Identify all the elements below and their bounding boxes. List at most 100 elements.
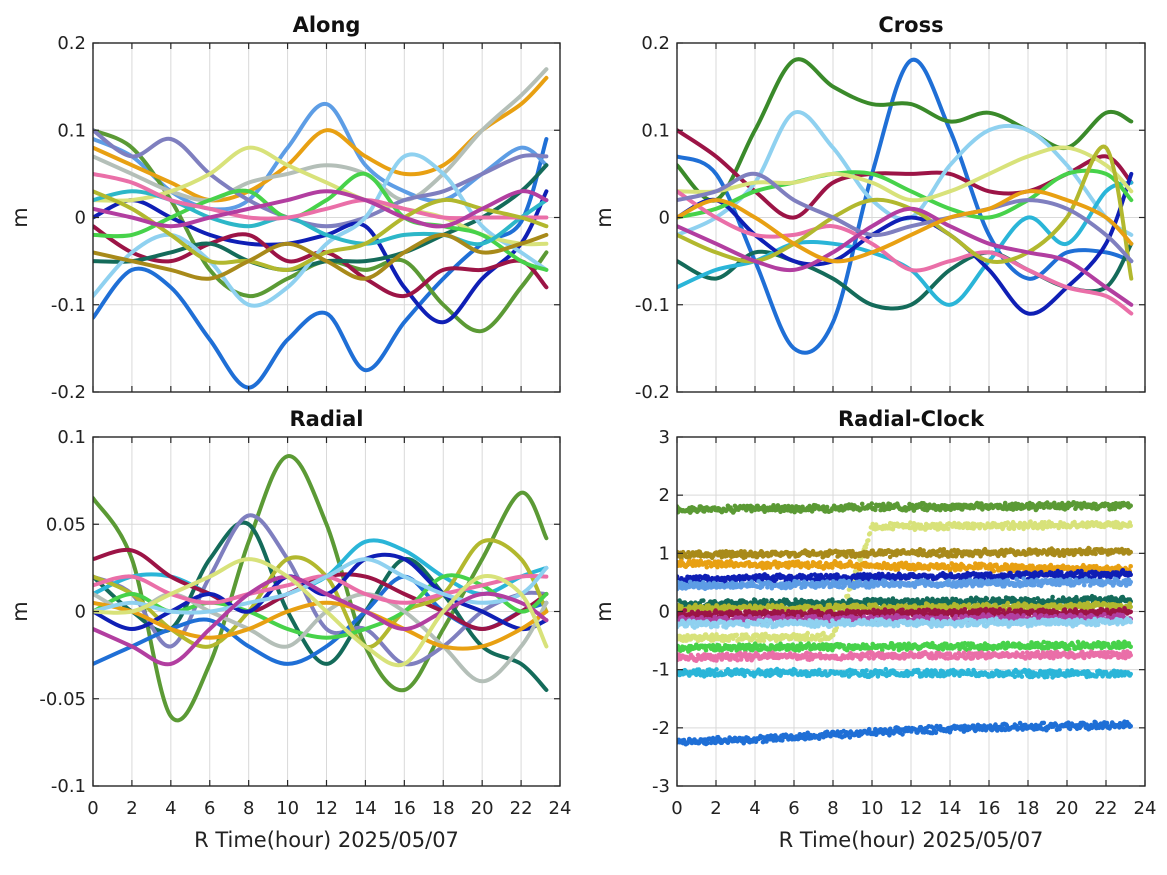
series-point: [773, 638, 779, 644]
series-line: [677, 145, 1134, 203]
series-point: [869, 501, 875, 506]
series-point: [1050, 594, 1055, 600]
y-tick-label: 0.2: [57, 33, 86, 54]
x-tick-label: 16: [393, 798, 416, 819]
series-point: [887, 554, 893, 560]
y-tick-label: -0.1: [51, 295, 86, 316]
x-tick-label: 24: [549, 798, 572, 819]
series-group: [93, 454, 549, 723]
x-tick-label: 2: [126, 798, 137, 819]
series-point: [880, 571, 885, 577]
series-point: [1093, 551, 1098, 557]
series-point: [991, 568, 997, 574]
y-tick-label: -0.2: [635, 382, 670, 403]
series-point: [802, 637, 808, 643]
series-point: [1005, 520, 1011, 525]
series-point: [895, 567, 901, 572]
series-point: [1011, 526, 1017, 532]
series-line: [93, 454, 549, 723]
y-tick-label: 0.05: [46, 514, 86, 535]
series-point: [1128, 523, 1133, 528]
x-tick-label: 18: [432, 798, 455, 819]
series-point: [795, 559, 801, 564]
x-axis-label: R Time(hour) 2025/05/07: [194, 828, 459, 852]
y-tick-label: 0: [659, 208, 670, 229]
series-point: [864, 542, 869, 547]
y-tick-label: 0: [75, 208, 86, 229]
series-point: [682, 608, 688, 613]
series-line: [93, 128, 549, 229]
y-tick-label: 0.1: [641, 120, 670, 141]
y-tick-label: 0.1: [57, 427, 86, 448]
series-point: [805, 630, 810, 636]
series-point: [761, 638, 767, 644]
series-point: [821, 630, 826, 636]
series-point: [948, 566, 954, 572]
series-point: [866, 538, 871, 543]
x-tick-label: 14: [354, 798, 377, 819]
series-line: [677, 189, 1134, 316]
series-line: [677, 168, 1134, 220]
series-point: [1093, 501, 1098, 507]
series-group: [677, 500, 1133, 747]
y-tick-label: 0.1: [57, 120, 86, 141]
series-line: [677, 171, 1134, 264]
series-point: [1128, 609, 1133, 615]
x-tick-label: 22: [510, 798, 533, 819]
series-point: [1128, 579, 1133, 585]
series-line: [93, 232, 549, 281]
series-point: [1081, 582, 1087, 588]
series-point: [734, 632, 739, 638]
x-tick-label: 4: [165, 798, 176, 819]
y-axis-label: m: [592, 207, 616, 227]
series-line: [93, 557, 549, 668]
x-tick-label: 12: [315, 798, 338, 819]
series-point: [867, 531, 873, 536]
series-point: [934, 561, 939, 567]
series-point: [958, 567, 963, 572]
series-point: [792, 509, 797, 515]
series-line: [677, 189, 1134, 264]
y-tick-label: 0: [75, 602, 86, 623]
series-point: [824, 504, 830, 510]
series-line: [93, 171, 549, 221]
series-point: [858, 566, 863, 572]
series-point: [1128, 549, 1133, 555]
y-axis-label: m: [8, 207, 32, 227]
series-point: [1128, 572, 1133, 577]
series-point: [1002, 500, 1008, 506]
series-point: [765, 585, 770, 590]
series-point: [1007, 607, 1012, 612]
series-line: [93, 171, 549, 272]
series-point: [805, 560, 810, 565]
x-tick-label: 0: [87, 798, 98, 819]
series-point: [830, 633, 836, 638]
series-point: [844, 554, 849, 559]
series-point: [984, 596, 990, 602]
series-point: [1002, 553, 1007, 558]
series-point: [1128, 604, 1133, 610]
series-point: [1042, 520, 1047, 525]
y-tick-label: -0.05: [39, 689, 86, 710]
y-tick-label: -0.1: [635, 295, 670, 316]
x-tick-label: 10: [276, 798, 299, 819]
series-point: [945, 526, 951, 532]
series-point: [817, 560, 823, 565]
chart-title: Radial: [290, 407, 364, 431]
series-point: [758, 638, 763, 643]
series-line: [677, 206, 1134, 307]
series-point: [908, 520, 913, 525]
series-point: [1045, 500, 1050, 505]
chart-title: Cross: [878, 13, 943, 37]
series-point: [1128, 564, 1133, 569]
series-point: [873, 507, 878, 513]
panel-1: -0.2 -0.1 0 0.1 0.2 Cross m: [592, 13, 1146, 403]
y-tick-label: -0.1: [51, 776, 86, 797]
y-tick-label: 0.2: [641, 33, 670, 54]
x-tick-label: 8: [243, 798, 254, 819]
series-line: [93, 574, 549, 667]
series-point: [742, 549, 747, 554]
